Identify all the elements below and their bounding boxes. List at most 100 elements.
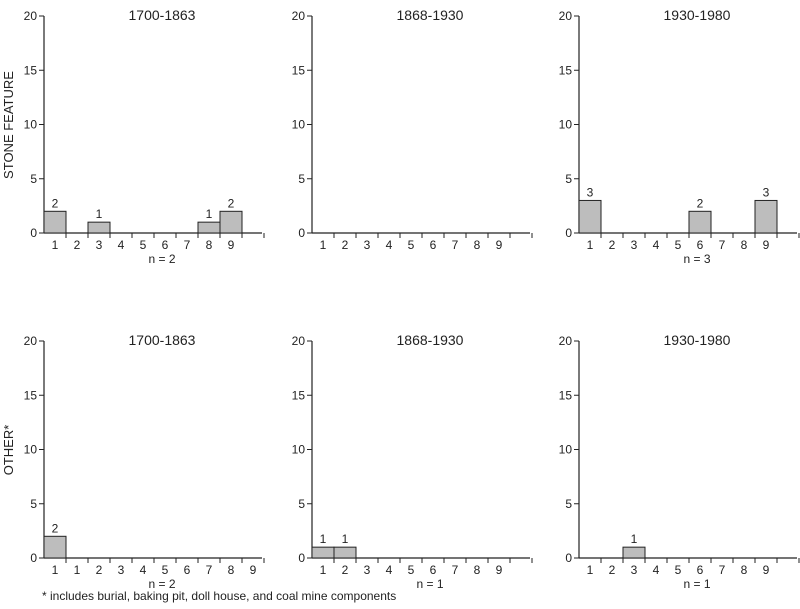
- y-tick-label: 15: [24, 63, 38, 77]
- n-label: n = 1: [416, 577, 443, 591]
- x-tick-label: 2: [609, 563, 616, 577]
- y-tick-label: 10: [559, 118, 573, 132]
- x-tick-label: 9: [228, 238, 235, 252]
- x-tick-label: 7: [452, 238, 459, 252]
- x-tick-label: 4: [653, 238, 660, 252]
- x-tick-label: 5: [408, 563, 415, 577]
- panel-title: 1700-1863: [129, 7, 196, 23]
- footnote: * includes burial, baking pit, doll hous…: [42, 589, 396, 603]
- bar-value-label: 1: [320, 532, 327, 546]
- x-tick-label: 5: [675, 238, 682, 252]
- y-tick-label: 15: [292, 388, 306, 402]
- x-tick-label: 7: [184, 238, 191, 252]
- x-tick-label: 9: [250, 563, 257, 577]
- bar-value-label: 3: [587, 185, 594, 199]
- panel-title: 1868-1930: [397, 332, 464, 348]
- y-tick-label: 15: [292, 63, 306, 77]
- y-tick-label: 10: [292, 443, 306, 457]
- y-tick-label: 10: [559, 443, 573, 457]
- x-tick-label: 1: [74, 563, 81, 577]
- x-tick-label: 2: [74, 238, 81, 252]
- x-tick-label: 1: [52, 563, 59, 577]
- x-tick-label: 5: [675, 563, 682, 577]
- x-tick-label: 4: [386, 238, 393, 252]
- x-tick-label: 3: [364, 238, 371, 252]
- panel-title: 1930-1980: [664, 332, 731, 348]
- x-tick-label: 1: [587, 563, 594, 577]
- bar: [622, 546, 646, 559]
- y-tick-label: 5: [565, 172, 572, 186]
- x-tick-label: 6: [430, 563, 437, 577]
- y-tick-label: 15: [559, 388, 573, 402]
- bar: [43, 535, 67, 559]
- y-tick-label: 0: [30, 226, 37, 240]
- x-tick-label: 2: [96, 563, 103, 577]
- x-tick-label: 3: [631, 238, 638, 252]
- y-tick-label: 20: [24, 9, 38, 23]
- x-tick-label: 9: [496, 238, 503, 252]
- y-tick-label: 20: [559, 334, 573, 348]
- bar-value-label: 2: [52, 196, 59, 210]
- x-tick-label: 4: [653, 563, 660, 577]
- x-tick-label: 2: [342, 563, 349, 577]
- n-label: n = 3: [683, 252, 710, 266]
- x-tick-label: 9: [763, 238, 770, 252]
- x-tick-label: 4: [140, 563, 147, 577]
- x-tick-label: 3: [118, 563, 125, 577]
- panel-title: 1868-1930: [397, 7, 464, 23]
- panel-title: 1700-1863: [129, 332, 196, 348]
- y-tick-label: 5: [30, 497, 37, 511]
- bar: [197, 221, 221, 234]
- x-tick-label: 1: [587, 238, 594, 252]
- x-tick-label: 6: [162, 238, 169, 252]
- bar-value-label: 2: [228, 196, 235, 210]
- bar-value-label: 1: [631, 532, 638, 546]
- x-tick-label: 2: [609, 238, 616, 252]
- y-tick-label: 0: [30, 551, 37, 565]
- panel-title: 1930-1980: [664, 7, 731, 23]
- x-tick-label: 8: [741, 563, 748, 577]
- y-tick-label: 0: [298, 551, 305, 565]
- bar-value-label: 1: [96, 207, 103, 221]
- n-label: n = 2: [148, 252, 175, 266]
- y-tick-label: 15: [24, 388, 38, 402]
- x-tick-label: 3: [364, 563, 371, 577]
- row-label-stone-feature: STONE FEATURE: [1, 71, 16, 179]
- x-tick-label: 6: [697, 238, 704, 252]
- row-label-other: OTHER*: [1, 425, 16, 476]
- x-tick-label: 4: [118, 238, 125, 252]
- y-tick-label: 0: [565, 551, 572, 565]
- bar: [754, 199, 778, 234]
- x-tick-label: 1: [320, 563, 327, 577]
- x-tick-label: 5: [140, 238, 147, 252]
- x-tick-label: 8: [206, 238, 213, 252]
- bar-value-label: 1: [206, 207, 213, 221]
- bar: [87, 221, 111, 234]
- bar-value-label: 1: [342, 532, 349, 546]
- x-tick-label: 6: [184, 563, 191, 577]
- x-tick-label: 5: [408, 238, 415, 252]
- x-tick-label: 5: [162, 563, 169, 577]
- y-tick-label: 5: [565, 497, 572, 511]
- x-tick-label: 6: [430, 238, 437, 252]
- y-tick-label: 5: [298, 172, 305, 186]
- y-tick-label: 10: [24, 443, 38, 457]
- bar: [219, 210, 243, 234]
- y-tick-label: 5: [298, 497, 305, 511]
- x-tick-label: 9: [496, 563, 503, 577]
- bar: [43, 210, 67, 234]
- y-tick-label: 5: [30, 172, 37, 186]
- x-tick-label: 1: [320, 238, 327, 252]
- y-tick-label: 20: [292, 9, 306, 23]
- bar: [578, 199, 602, 234]
- n-label: n = 1: [683, 577, 710, 591]
- x-tick-label: 3: [96, 238, 103, 252]
- bar: [688, 210, 712, 234]
- n-label: n = 2: [148, 577, 175, 591]
- x-tick-label: 4: [386, 563, 393, 577]
- bar-value-label: 2: [697, 196, 704, 210]
- x-tick-label: 1: [52, 238, 59, 252]
- y-tick-label: 0: [565, 226, 572, 240]
